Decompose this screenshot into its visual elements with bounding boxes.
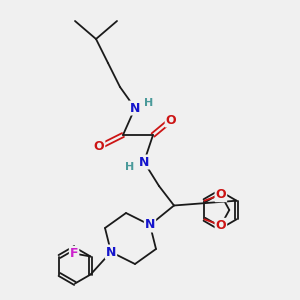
Text: O: O: [216, 188, 226, 201]
Text: H: H: [144, 98, 153, 108]
Text: H: H: [125, 162, 134, 172]
Text: N: N: [106, 245, 116, 259]
Text: N: N: [139, 155, 149, 169]
Text: N: N: [145, 218, 155, 232]
Text: O: O: [94, 140, 104, 154]
Text: N: N: [130, 101, 140, 115]
Text: O: O: [216, 219, 226, 232]
Text: O: O: [166, 113, 176, 127]
Text: F: F: [70, 247, 78, 260]
